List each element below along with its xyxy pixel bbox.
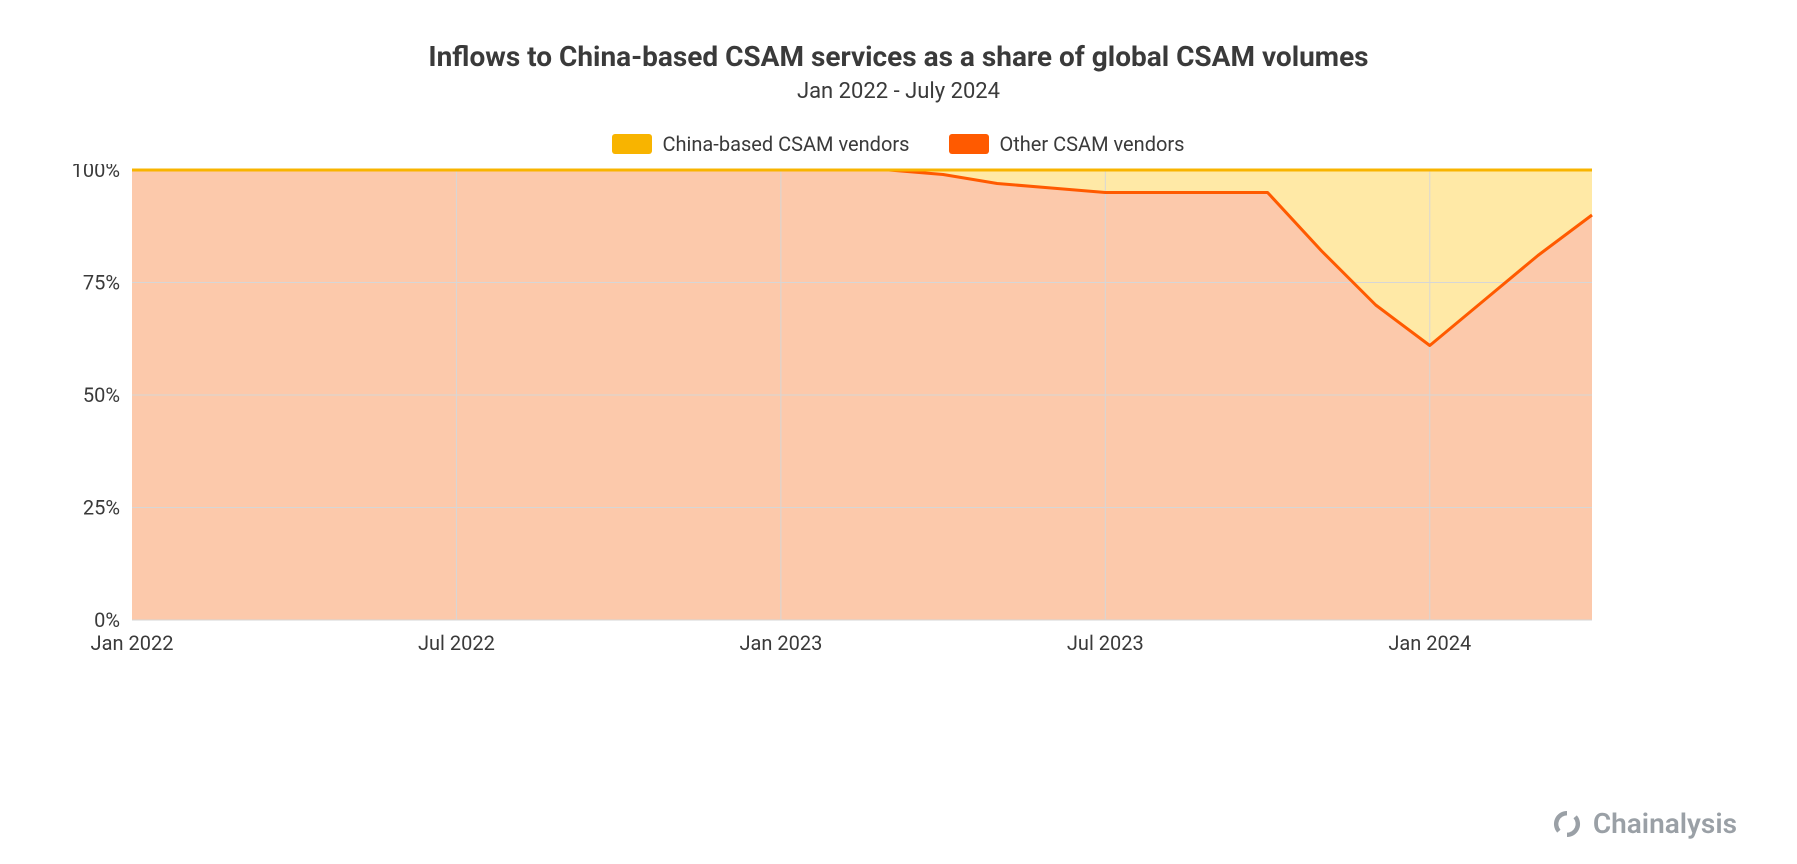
x-tick-label: Jul 2023 <box>1067 631 1144 655</box>
legend-swatch-icon <box>612 134 652 154</box>
y-tick-label: 25% <box>83 496 120 520</box>
brand-watermark: Chainalysis <box>1551 807 1737 840</box>
chart-subtitle: Jan 2022 - July 2024 <box>60 79 1737 104</box>
brand-text: Chainalysis <box>1593 807 1737 840</box>
x-tick-label: Jan 2023 <box>739 631 822 655</box>
y-tick-label: 0% <box>94 608 120 632</box>
legend-label: Other CSAM vendors <box>999 132 1184 156</box>
y-tick-label: 75% <box>83 271 120 295</box>
chart-plot: 0% 25% 50% 75% 100% Jan 2022 Jul 2022 Jan 2023 J… <box>60 164 1737 670</box>
x-tick-label: Jul 2022 <box>418 631 495 655</box>
legend-swatch-icon <box>949 134 989 154</box>
chart-title: Inflows to China-based CSAM services as … <box>60 40 1737 73</box>
chainalysis-logo-icon <box>1551 808 1583 840</box>
area-chart: 0% 25% 50% 75% 100% Jan 2022 Jul 2022 Jan 2023 J… <box>60 164 1612 670</box>
y-tick-label: 100% <box>72 164 120 182</box>
legend-item-other: Other CSAM vendors <box>949 132 1184 156</box>
y-tick-label: 50% <box>83 383 120 407</box>
legend: China-based CSAM vendors Other CSAM vend… <box>60 132 1737 156</box>
chart-container: Inflows to China-based CSAM services as … <box>0 0 1797 864</box>
x-tick-label: Jan 2024 <box>1388 631 1471 655</box>
legend-label: China-based CSAM vendors <box>662 132 909 156</box>
x-tick-label: Jan 2022 <box>91 631 174 655</box>
legend-item-china: China-based CSAM vendors <box>612 132 909 156</box>
